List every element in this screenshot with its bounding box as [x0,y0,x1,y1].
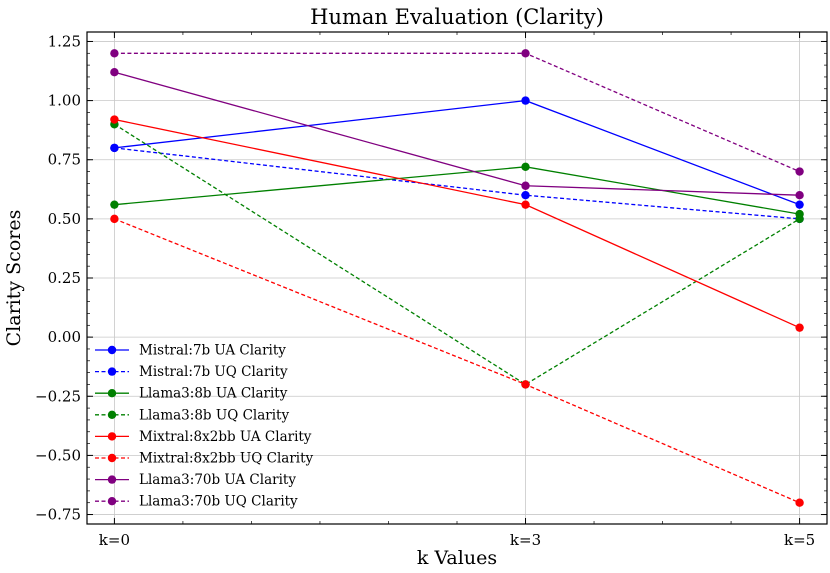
legend-marker [107,345,117,355]
legend-label: Mixtral:8x2bb UQ Clarity [139,451,314,467]
series-line [114,52,800,173]
legend-entry: Mixtral:8x2bb UA Clarity [95,429,312,445]
legend-marker [107,389,117,398]
y-axis-label: Clarity Scores [3,210,25,347]
data-point [521,49,530,58]
legend-entry: Llama3:70b UA Clarity [95,472,296,488]
data-point [795,498,804,507]
data-point [521,162,530,172]
data-point [795,167,804,176]
x-axis-label: k Values [417,547,497,569]
legend-entry: Mixtral:8x2bb UQ Clarity [95,451,314,467]
legend-marker [107,432,117,441]
legend-marker [107,475,117,484]
series-5 [110,214,804,507]
legend-marker [107,453,117,463]
data-point [110,115,119,124]
legend-marker [107,367,117,376]
data-point [795,191,804,200]
y-tick-label: 1.25 [48,32,81,50]
series-line [114,147,800,220]
ticks: −0.75 −0.50 −0.25 0.00 0.25 0.50 0.75 1.00 1.25 k… [35,32,827,549]
legend-entry: Llama3:70b UQ Clarity [95,494,298,510]
y-tick-label: 0.00 [48,328,81,346]
data-point [521,200,530,209]
data-point [795,200,804,209]
data-point [110,143,119,153]
series-line [114,99,800,206]
x-tick-label: k=0 [99,531,130,549]
legend-label: Mixtral:8x2bb UA Clarity [139,429,312,445]
data-point [110,68,119,77]
grid [87,32,827,524]
data-point [795,323,804,332]
data-point [521,181,530,190]
y-tick-label: 0.25 [48,269,81,287]
series-line [114,71,800,196]
series-layer [110,49,804,507]
legend-entry: Llama3:8b UA Clarity [95,386,288,402]
legend-label: Llama3:8b UA Clarity [139,386,288,402]
legend-label: Llama3:70b UQ Clarity [139,494,298,510]
data-point [110,49,119,58]
data-point [795,214,804,224]
series-1 [110,143,804,224]
y-tick-label: 1.00 [48,92,81,110]
legend-label: Llama3:8b UQ Clarity [139,407,289,423]
data-point [521,96,530,105]
legend: Mistral:7b UA Clarity Mistral:7b UQ Clari… [95,343,314,510]
series-6 [110,68,804,200]
legend-entry: Llama3:8b UQ Clarity [95,407,289,423]
legend-entry: Mistral:7b UQ Clarity [95,364,288,380]
legend-label: Mistral:7b UQ Clarity [139,364,288,380]
data-point [110,200,119,209]
x-tick-label: k=3 [510,531,541,549]
series-line [114,118,800,329]
legend-entry: Mistral:7b UA Clarity [95,343,286,359]
y-tick-label: 0.75 [48,151,81,169]
chart-title: Human Evaluation (Clarity) [310,5,604,29]
legend-label: Mistral:7b UA Clarity [139,343,286,359]
y-tick-label: −0.50 [35,446,81,464]
series-7 [110,49,804,176]
y-tick-label: −0.25 [35,387,81,405]
legend-marker [107,497,117,506]
data-point [521,191,530,200]
series-4 [110,115,804,332]
legend-marker [107,410,117,419]
y-tick-label: −0.75 [35,506,81,524]
legend-label: Llama3:70b UA Clarity [139,472,296,488]
data-point [110,214,119,224]
data-point [521,380,530,389]
y-tick-label: 0.50 [48,210,81,228]
x-tick-label: k=5 [784,531,815,549]
